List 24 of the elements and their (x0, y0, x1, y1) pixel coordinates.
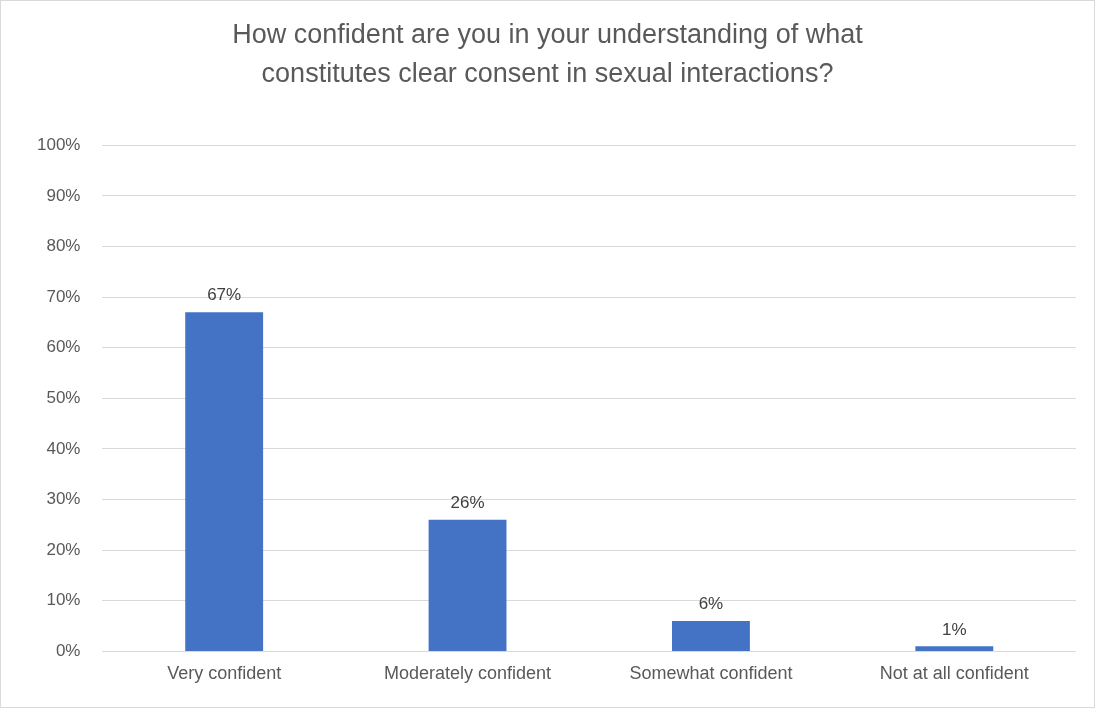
bar (915, 646, 994, 651)
y-tick-label: 20% (46, 539, 81, 559)
chart-title: How confident are you in your understanding of what constitutes clear consent in sexual interactions? (231, 18, 864, 90)
x-tick-label: Very confident (167, 663, 282, 684)
bar (671, 621, 750, 651)
y-tick-label: 60% (46, 337, 81, 357)
bar (428, 519, 507, 651)
x-tick-label: Not at all confident (879, 663, 1029, 684)
y-tick-label: 50% (46, 387, 81, 407)
y-tick-label: 30% (46, 489, 81, 509)
y-tick-label: 70% (46, 286, 81, 306)
data-label: 26% (450, 492, 485, 512)
data-label: 1% (942, 619, 967, 639)
y-tick-label: 40% (46, 438, 81, 458)
data-label: 6% (698, 594, 724, 614)
x-tick-label: Moderately confident (383, 663, 552, 684)
y-tick-label: 80% (46, 236, 81, 256)
y-tick-label: 100% (37, 134, 81, 154)
bar (185, 312, 264, 651)
y-tick-label: 10% (46, 590, 81, 610)
y-tick-label: 90% (46, 185, 81, 205)
y-tick-label: 0% (55, 641, 81, 661)
data-label: 67% (207, 285, 242, 305)
x-tick-label: Somewhat confident (629, 663, 793, 684)
